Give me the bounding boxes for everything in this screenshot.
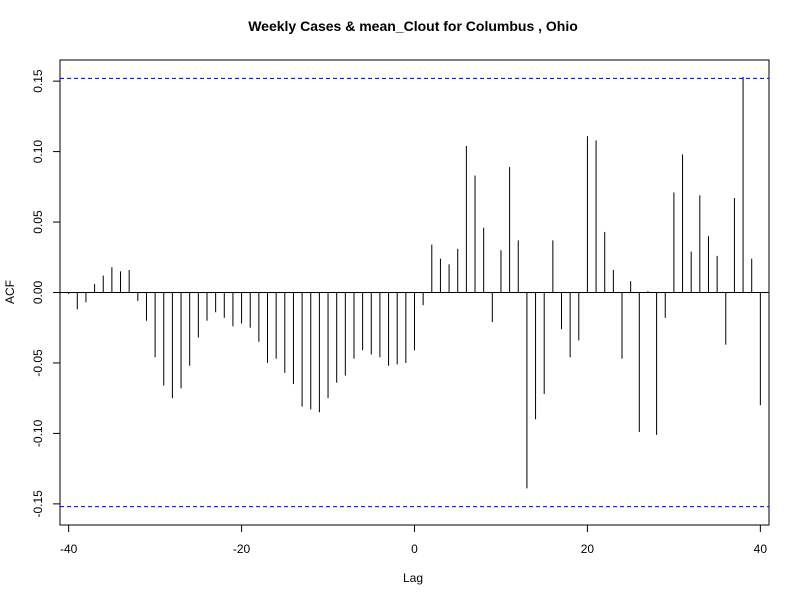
y-tick-label: 0.00 <box>31 280 45 304</box>
y-tick-label: -0.15 <box>31 490 45 518</box>
y-tick-label: 0.05 <box>31 210 45 234</box>
y-tick-label: 0.15 <box>31 69 45 93</box>
y-tick-label: 0.10 <box>31 140 45 164</box>
y-axis: -0.15 -0.10 -0.05 0.00 0.05 0.10 0.15 <box>31 69 61 518</box>
y-axis-label: ACF <box>3 280 17 304</box>
x-axis: -40 -20 0 20 40 <box>60 524 768 556</box>
x-tick-label: 40 <box>754 542 768 556</box>
x-tick-label: -40 <box>60 542 78 556</box>
x-axis-label: Lag <box>403 571 423 585</box>
x-tick-label: 20 <box>581 542 595 556</box>
acf-bars <box>68 76 761 489</box>
x-tick-label: -20 <box>233 542 251 556</box>
x-tick-label: 0 <box>411 542 418 556</box>
y-tick-label: -0.10 <box>31 419 45 447</box>
y-tick-label: -0.05 <box>31 349 45 377</box>
chart-title: Weekly Cases & mean_Clout for Columbus ,… <box>248 18 578 34</box>
